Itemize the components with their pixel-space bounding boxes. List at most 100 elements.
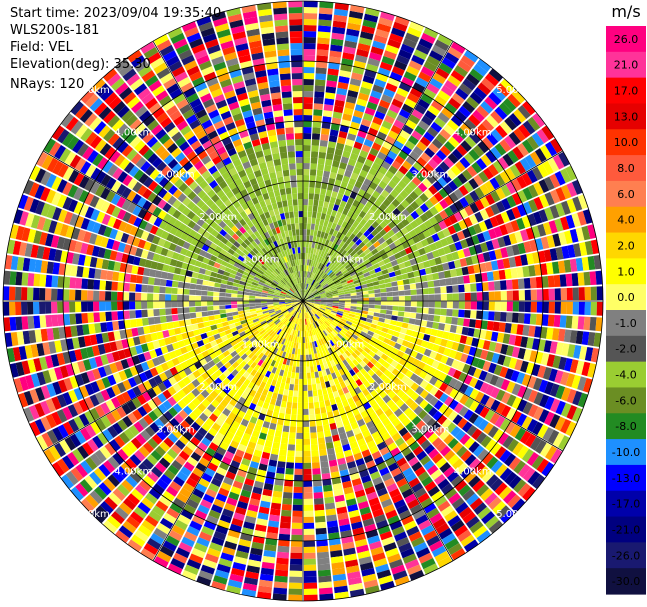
- gate-cell: [266, 319, 273, 324]
- gate-cell: [159, 315, 167, 324]
- gate-cell: [63, 377, 74, 391]
- gate-cell: [459, 383, 469, 394]
- gate-cell: [186, 382, 196, 392]
- gate-cell: [368, 304, 375, 309]
- gate-cell: [448, 332, 456, 341]
- gate-cell: [62, 181, 73, 196]
- gate-cell: [158, 414, 169, 426]
- gate-cell: [422, 333, 431, 342]
- gate-cell: [449, 388, 459, 399]
- gate-cell: [147, 437, 159, 450]
- gate-cell: [377, 335, 386, 342]
- gate-cell: [494, 106, 508, 120]
- gate-cell: [314, 299, 321, 301]
- gate-cell: [160, 323, 168, 331]
- gate-cell: [341, 58, 354, 67]
- gate-cell: [524, 433, 537, 448]
- gate-cell: [209, 276, 216, 283]
- gate-cell: [303, 49, 316, 56]
- gate-cell: [158, 338, 166, 347]
- gate-cell: [499, 418, 511, 432]
- gate-cell: [285, 304, 292, 308]
- gate-cell: [320, 298, 327, 300]
- gate-cell: [453, 333, 462, 343]
- gate-cell: [314, 187, 321, 195]
- gate-cell: [473, 502, 488, 515]
- gate-cell: [380, 296, 387, 301]
- gate-cell: [330, 44, 343, 52]
- gate-cell: [509, 424, 521, 438]
- gate-cell: [440, 238, 449, 247]
- gate-cell: [368, 340, 376, 347]
- gate-cell: [9, 286, 16, 301]
- gate-cell: [391, 175, 401, 185]
- gate-cell: [526, 253, 534, 265]
- gate-cell: [247, 421, 256, 430]
- gate-cell: [438, 527, 453, 540]
- gate-cell: [332, 204, 340, 212]
- gate-cell: [484, 218, 494, 230]
- gate-cell: [465, 516, 480, 529]
- gate-cell: [308, 297, 315, 300]
- gate-cell: [375, 377, 384, 386]
- gate-cell: [355, 309, 363, 314]
- gate-cell: [267, 465, 277, 473]
- gate-cell: [291, 302, 298, 305]
- gate-cell: [427, 314, 435, 322]
- gate-cell: [230, 567, 245, 577]
- gate-cell: [324, 195, 331, 203]
- gate-cell: [242, 346, 250, 354]
- gate-cell: [261, 301, 268, 304]
- gate-cell: [351, 381, 359, 390]
- gate-cell: [242, 432, 251, 441]
- gate-cell: [424, 393, 434, 403]
- gate-cell: [490, 203, 501, 215]
- gate-cell: [469, 497, 484, 511]
- gate-cell: [206, 347, 215, 355]
- gate-cell: [333, 579, 348, 588]
- gate-cell: [335, 284, 343, 288]
- gate-cell: [537, 250, 546, 263]
- gate-cell: [494, 342, 503, 354]
- gate-cell: [182, 352, 191, 361]
- gate-cell: [169, 481, 182, 492]
- gate-cell: [428, 335, 437, 344]
- gate-cell: [237, 268, 245, 274]
- gate-cell: [261, 347, 268, 355]
- gate-cell: [352, 366, 360, 374]
- gate-cell: [197, 442, 208, 452]
- gate-cell: [447, 410, 458, 422]
- gate-cell: [529, 151, 542, 166]
- gate-cell: [274, 478, 284, 486]
- gate-cell: [567, 344, 576, 358]
- gate-cell: [314, 353, 319, 360]
- gate-cell: [382, 361, 391, 369]
- gate-cell: [308, 259, 312, 266]
- gate-cell: [325, 291, 332, 295]
- gate-cell: [331, 209, 338, 217]
- gate-cell: [333, 336, 340, 343]
- gate-cell: [126, 202, 137, 214]
- gate-cell: [346, 183, 354, 192]
- gate-cell: [431, 545, 447, 558]
- gate-cell: [431, 344, 440, 353]
- gate-cell: [516, 217, 526, 230]
- gate-cell: [384, 114, 396, 125]
- gate-cell: [306, 223, 311, 230]
- gate-cell: [381, 342, 389, 349]
- gate-cell: [371, 346, 379, 354]
- gate-cell: [443, 217, 453, 227]
- gate-cell: [566, 198, 577, 214]
- gate-cell: [315, 346, 320, 354]
- gate-cell: [303, 163, 310, 170]
- gate-cell: [308, 187, 315, 194]
- gate-cell: [451, 233, 460, 243]
- gate-cell: [348, 328, 355, 334]
- gate-cell: [559, 274, 567, 287]
- gate-cell: [217, 519, 230, 530]
- gate-cell: [171, 251, 180, 260]
- gate-cell: [314, 509, 325, 517]
- gate-cell: [329, 422, 337, 431]
- gate-cell: [243, 378, 251, 387]
- gate-cell: [385, 509, 398, 520]
